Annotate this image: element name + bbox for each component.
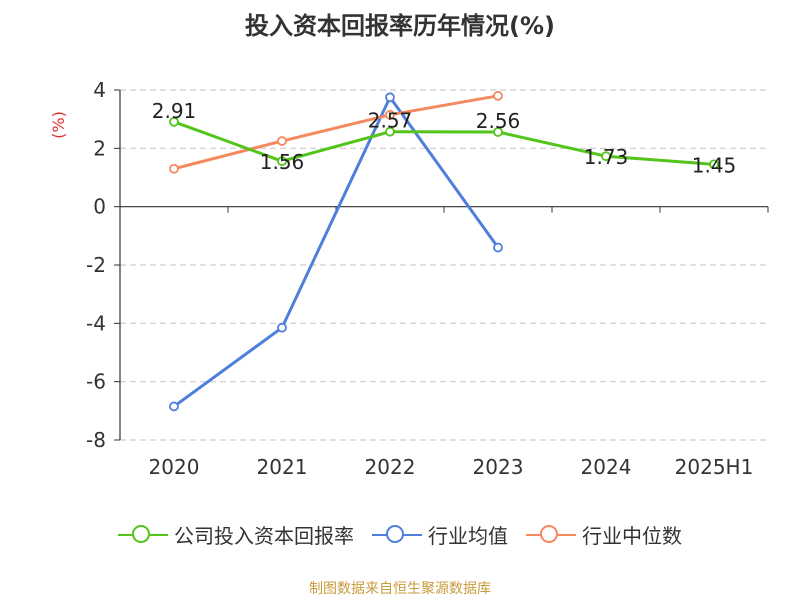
- data-point: [277, 322, 287, 333]
- y-tick-label: -8: [86, 428, 106, 452]
- data-point: [493, 242, 503, 253]
- data-point: [169, 401, 179, 412]
- legend-item-2[interactable]: 行业中位数: [526, 520, 682, 549]
- grid-lines: [120, 89, 768, 441]
- data-label: 1.73: [584, 145, 629, 169]
- y-tick-label: 2: [93, 136, 106, 160]
- data-labels: 2.91 1.56 2.57 2.56 1.73 1.45: [152, 99, 737, 178]
- series-line-0: [173, 120, 715, 166]
- series-line-1: [173, 95, 500, 408]
- x-tick-label: 2025H1: [675, 455, 754, 479]
- y-tick-label: -4: [86, 311, 106, 335]
- data-point: [709, 159, 719, 170]
- chart-title: 投入资本回报率历年情况(%): [245, 12, 555, 40]
- data-point: [493, 90, 503, 101]
- data-point: [277, 136, 287, 146]
- legend-item-0[interactable]: 公司投入资本回报率: [118, 520, 354, 549]
- series-line-2: [173, 94, 499, 171]
- y-axis-label: (%): [49, 111, 68, 139]
- data-point: [493, 127, 503, 137]
- data-point: [169, 163, 179, 174]
- axes: 4 2 0 -2 -4 -6 -8 2020 2021 2022 2023 2024 2025H1: [86, 78, 769, 479]
- y-tick-label: 4: [93, 78, 106, 102]
- series-lines: [169, 90, 719, 412]
- x-tick-label: 2021: [257, 455, 308, 479]
- source-note: 制图数据来自恒生聚源数据库: [309, 581, 491, 597]
- legend-marker: [372, 524, 422, 546]
- legend-marker: [118, 524, 168, 546]
- data-point: [601, 151, 611, 162]
- data-label: 1.45: [692, 153, 737, 177]
- legend-label: 公司投入资本回报率: [174, 524, 354, 548]
- legend-label: 行业均值: [428, 524, 508, 548]
- legend: 公司投入资本回报率 行业均值 行业中位数: [0, 520, 800, 549]
- x-tick-label: 2022: [365, 455, 416, 479]
- y-tick-label: -2: [86, 253, 106, 277]
- data-label: 1.56: [260, 150, 305, 174]
- x-tick-label: 2024: [581, 455, 632, 479]
- data-label: 2.56: [476, 109, 521, 133]
- x-tick-label: 2020: [149, 455, 200, 479]
- data-label: 2.91: [152, 99, 197, 123]
- data-label: 2.57: [368, 109, 413, 133]
- legend-marker: [526, 524, 576, 546]
- data-point: [169, 116, 179, 127]
- y-tick-label: -6: [86, 370, 106, 394]
- data-point: [385, 126, 395, 137]
- legend-label: 行业中位数: [582, 524, 682, 548]
- y-tick-label: 0: [93, 195, 106, 219]
- legend-item-1[interactable]: 行业均值: [372, 520, 508, 549]
- x-tick-label: 2023: [473, 455, 524, 479]
- data-point: [385, 92, 395, 103]
- data-point: [277, 156, 287, 167]
- data-point: [385, 109, 395, 120]
